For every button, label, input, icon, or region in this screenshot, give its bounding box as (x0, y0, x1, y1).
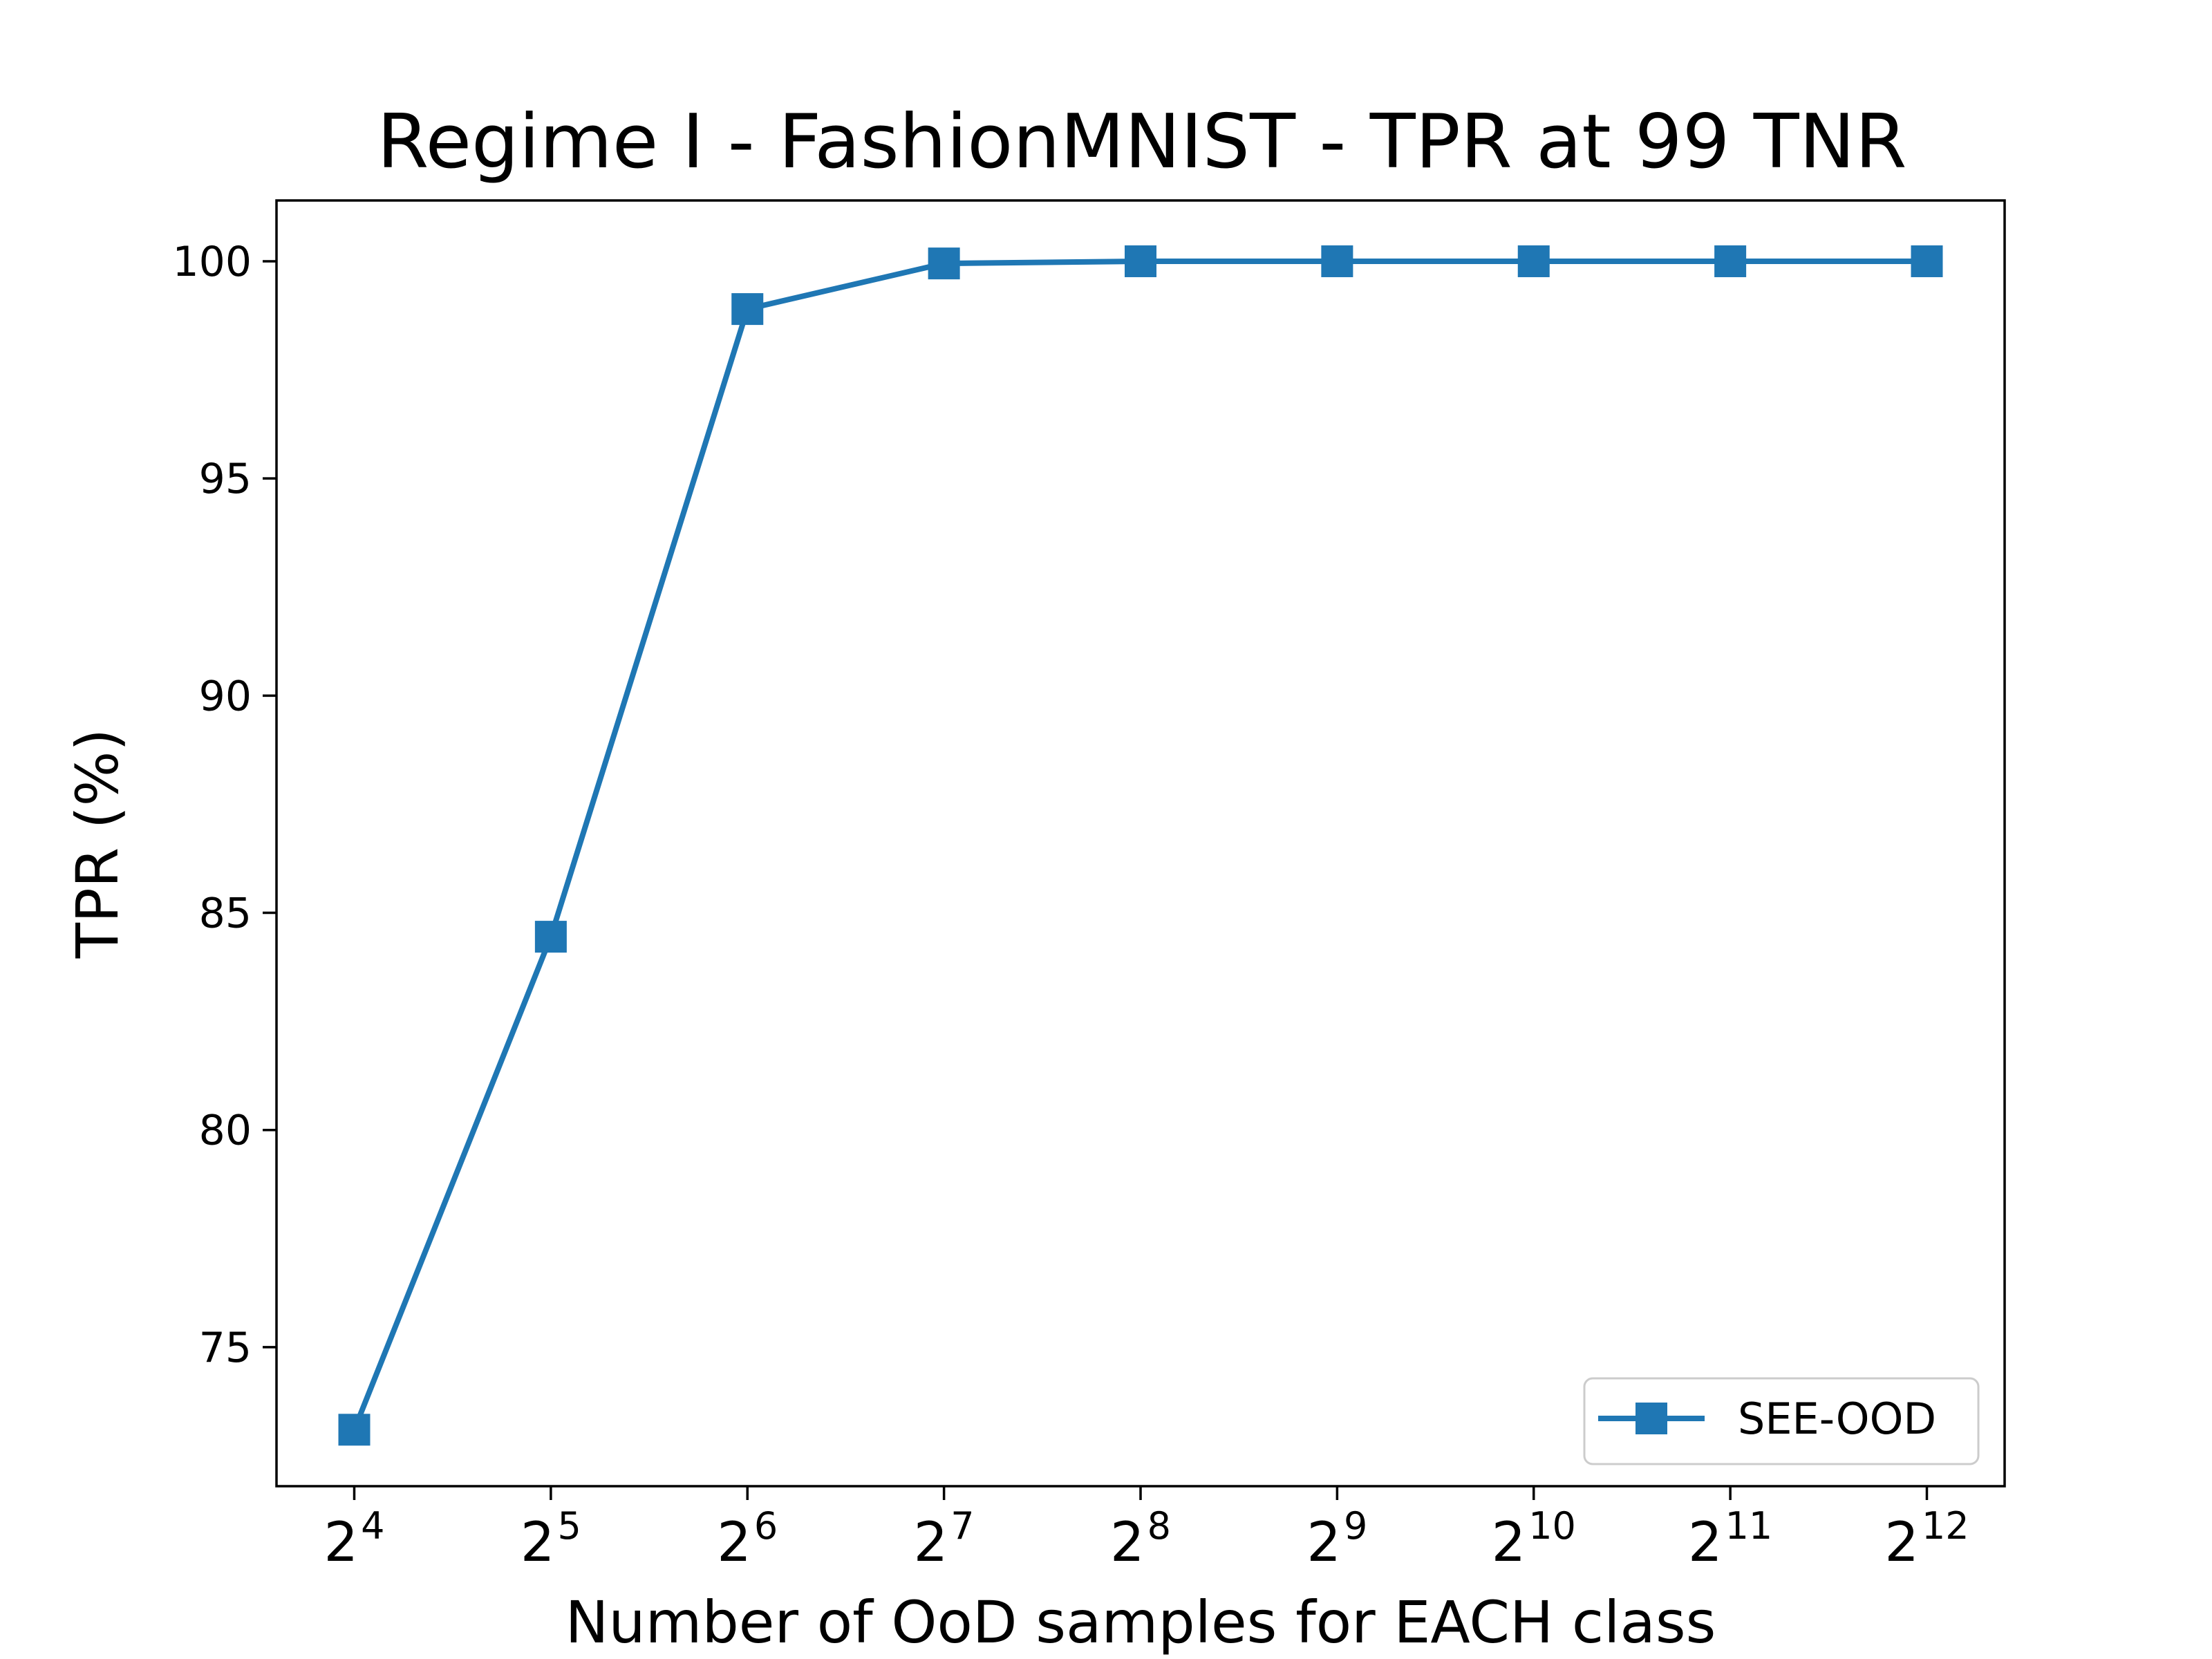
x-tick-exponent: 11 (1725, 1504, 1773, 1548)
legend-label: SEE-OOD (1738, 1394, 1936, 1444)
x-tick-label: 27 (914, 1504, 975, 1574)
x-tick-base: 2 (324, 1512, 359, 1574)
x-tick-base: 2 (521, 1512, 555, 1574)
legend-marker-swatch (1635, 1403, 1667, 1434)
x-tick-label: 29 (1306, 1504, 1367, 1574)
x-tick-exponent: 8 (1147, 1504, 1171, 1548)
chart-title: Regime I - FashionMNIST - TPR at 99 TNR (377, 99, 1906, 185)
data-point-marker (338, 1414, 371, 1446)
y-axis: 75 80 85 90 95 100 (172, 238, 276, 1372)
data-point-marker (1125, 245, 1156, 277)
data-point-marker (1911, 245, 1943, 277)
x-tick-base: 2 (1884, 1512, 1919, 1574)
x-tick-exponent: 5 (558, 1504, 581, 1548)
legend-box (1583, 1377, 1980, 1465)
x-tick-exponent: 6 (754, 1504, 778, 1548)
y-tick-label: 100 (172, 238, 252, 286)
x-tick-base: 2 (1492, 1512, 1526, 1574)
x-tick-exponent: 4 (361, 1504, 384, 1548)
x-tick-base: 2 (914, 1512, 948, 1574)
x-tick-exponent: 12 (1922, 1504, 1969, 1548)
x-tick-exponent: 9 (1344, 1504, 1367, 1548)
legend: SEE-OOD (1583, 1377, 1980, 1465)
y-tick-label: 80 (199, 1107, 252, 1155)
x-tick-exponent: 7 (950, 1504, 974, 1548)
y-tick-label: 95 (199, 455, 252, 503)
x-tick-base: 2 (717, 1512, 751, 1574)
x-tick-base: 2 (1688, 1512, 1723, 1574)
x-tick-base: 2 (1306, 1512, 1341, 1574)
data-point-marker (928, 247, 960, 280)
x-tick-label: 26 (717, 1504, 778, 1574)
data-point-marker (1714, 245, 1747, 277)
x-tick-label: 211 (1688, 1504, 1772, 1574)
x-tick-label: 210 (1492, 1504, 1576, 1574)
series-see-ood (338, 245, 1943, 1446)
x-tick-label: 24 (324, 1504, 385, 1574)
data-point-marker (534, 921, 567, 953)
data-point-marker (1517, 245, 1550, 277)
x-axis-label: Number of OoD samples for EACH class (565, 1588, 1716, 1656)
x-tick-label: 25 (521, 1504, 581, 1574)
y-tick-label: 85 (199, 890, 252, 938)
x-tick-label: 212 (1884, 1504, 1969, 1574)
x-axis: 24 25 26 27 28 29 210 211 212 (324, 1486, 1969, 1574)
x-tick-base: 2 (1110, 1512, 1145, 1574)
y-tick-label: 90 (199, 672, 252, 720)
data-point-marker (1321, 245, 1353, 277)
y-tick-label: 75 (199, 1324, 252, 1372)
x-tick-label: 28 (1110, 1504, 1171, 1574)
x-tick-exponent: 10 (1528, 1504, 1576, 1548)
data-point-marker (731, 293, 764, 326)
y-axis-label: TPR (%) (64, 729, 131, 959)
